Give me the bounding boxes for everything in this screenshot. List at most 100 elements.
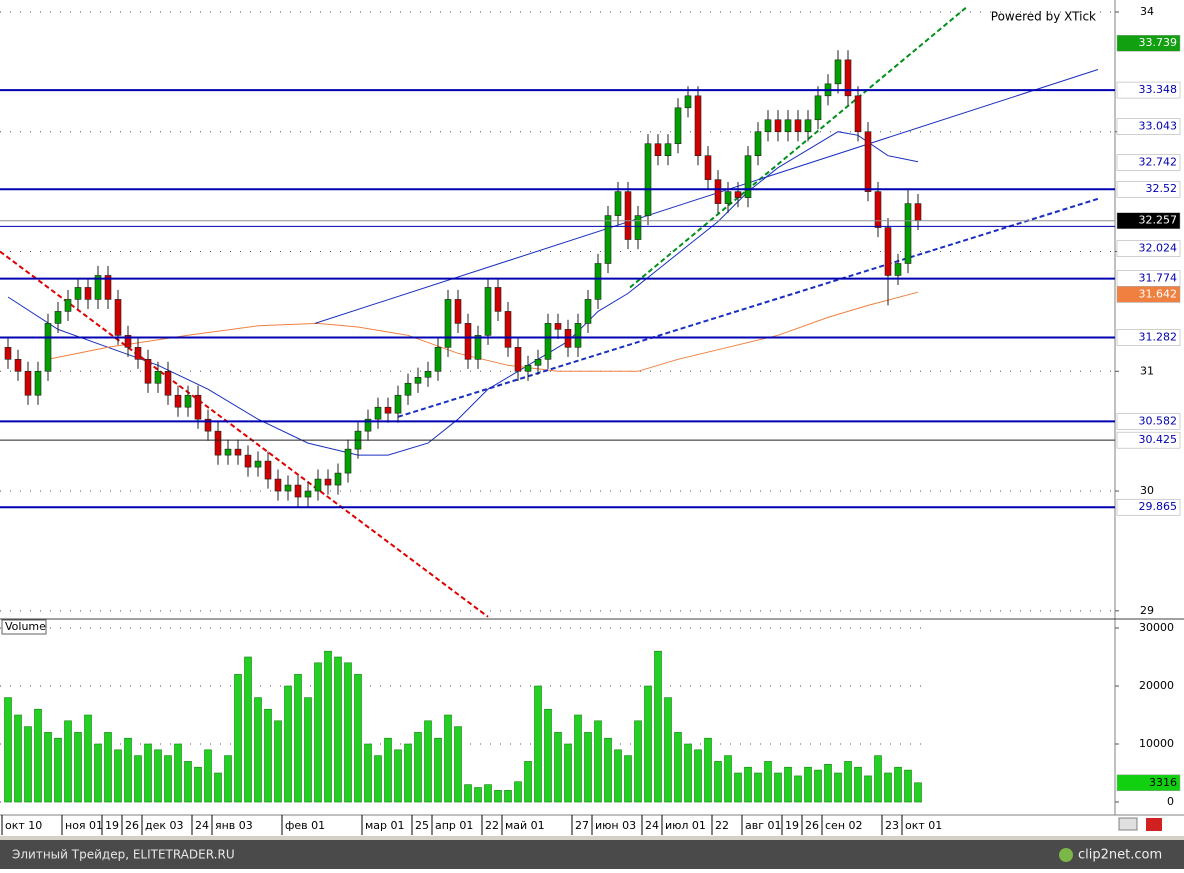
volume-bar — [684, 743, 692, 803]
volume-bar — [624, 755, 632, 803]
volume-bar — [244, 656, 252, 803]
candle-body — [534, 359, 542, 366]
volume-bar — [234, 674, 242, 803]
volume-bar — [164, 755, 172, 803]
volume-bar — [564, 743, 572, 803]
volume-bar — [484, 784, 492, 803]
candle-body — [524, 364, 532, 372]
logo-icon — [1059, 848, 1073, 862]
x-tick-label: 26 — [805, 819, 819, 832]
x-tick-label: июн 03 — [595, 819, 636, 832]
toolbar-button[interactable] — [1118, 817, 1138, 831]
volume-bar — [904, 769, 912, 803]
axis-marker-label: 33.043 — [1139, 120, 1178, 133]
volume-bar — [394, 749, 402, 803]
candle-body — [454, 299, 462, 324]
candle-body — [604, 215, 612, 264]
candle-body — [854, 95, 862, 133]
candle-body — [344, 448, 352, 474]
volume-bar — [474, 787, 482, 803]
candle-body — [804, 119, 812, 133]
candle-body — [144, 359, 152, 384]
volume-bar — [64, 720, 72, 803]
candle-body — [114, 299, 122, 336]
volume-bar — [654, 650, 662, 803]
candle-body — [294, 484, 302, 498]
candle-body — [774, 119, 782, 133]
axis-marker — [1116, 154, 1181, 171]
candle-body — [474, 335, 482, 360]
watermark: Powered by XTick — [991, 10, 1096, 24]
volume-bar — [174, 743, 182, 803]
volume-bar — [554, 732, 562, 803]
candle-body — [654, 143, 662, 156]
volume-bar — [704, 737, 712, 803]
axis-marker-label: 32.257 — [1139, 214, 1178, 227]
volume-bar — [214, 772, 222, 803]
candle-body — [184, 394, 192, 408]
volume-bar — [784, 766, 792, 803]
candle-body — [154, 370, 162, 384]
axis-marker-label: 29.865 — [1139, 500, 1178, 513]
x-tick-label: 23 — [885, 819, 899, 832]
x-tick-label: 19 — [785, 819, 799, 832]
candle-body — [744, 155, 752, 198]
candle-body — [614, 191, 622, 216]
candle-body — [74, 287, 82, 300]
candle-body — [364, 418, 372, 432]
candle-body — [264, 460, 272, 480]
candle-body — [404, 382, 412, 396]
candle-body — [334, 472, 342, 486]
y-tick-label: 30000 — [1139, 621, 1174, 634]
volume-bar — [814, 769, 822, 803]
y-tick-label: 31 — [1140, 364, 1154, 377]
volume-bar — [494, 790, 502, 803]
candle-body — [374, 406, 382, 420]
volume-bar — [644, 685, 652, 803]
candle-body — [494, 287, 502, 312]
volume-bar — [224, 755, 232, 803]
volume-bar — [544, 708, 552, 803]
footer-logo: clip2net.com — [1078, 848, 1162, 863]
volume-bar — [44, 732, 52, 803]
candle-body — [384, 406, 392, 414]
x-tick-label: ноя 01 — [65, 819, 103, 832]
candle-body — [464, 323, 472, 360]
y-tick-label: 30 — [1140, 484, 1154, 497]
volume-bar — [284, 685, 292, 803]
price-plot — [0, 5, 1115, 618]
volume-bar — [154, 749, 162, 803]
volume-bar — [744, 766, 752, 803]
exit-button[interactable] — [1146, 818, 1162, 831]
axis-marker — [1116, 81, 1181, 99]
volume-bar — [524, 761, 532, 803]
volume-bar — [634, 720, 642, 803]
x-tick-label: авг 01 — [745, 819, 782, 832]
trend-line — [397, 197, 1099, 418]
candle-body — [234, 448, 242, 456]
candle-body — [894, 263, 902, 276]
volume-bar — [54, 737, 62, 803]
axis-marker-label: 33.348 — [1139, 83, 1178, 96]
candle-body — [214, 430, 222, 456]
candle-body — [484, 287, 492, 336]
y-tick-label: 29 — [1140, 604, 1154, 617]
volume-bar — [204, 749, 212, 803]
candle-body — [84, 287, 92, 300]
volume-bar — [354, 674, 362, 803]
volume-bar — [454, 726, 462, 803]
volume-bar — [874, 755, 882, 803]
y-tick-label: 20000 — [1139, 679, 1174, 692]
candle-body — [24, 370, 32, 396]
volume-bar — [854, 766, 862, 803]
volume-bar — [614, 749, 622, 803]
volume-bar — [674, 732, 682, 803]
candle-body — [174, 394, 182, 408]
candle-body — [254, 460, 262, 468]
volume-bar — [734, 772, 742, 803]
axis-marker — [1116, 498, 1181, 516]
candle-body — [574, 323, 582, 348]
axis-marker — [1116, 118, 1181, 135]
